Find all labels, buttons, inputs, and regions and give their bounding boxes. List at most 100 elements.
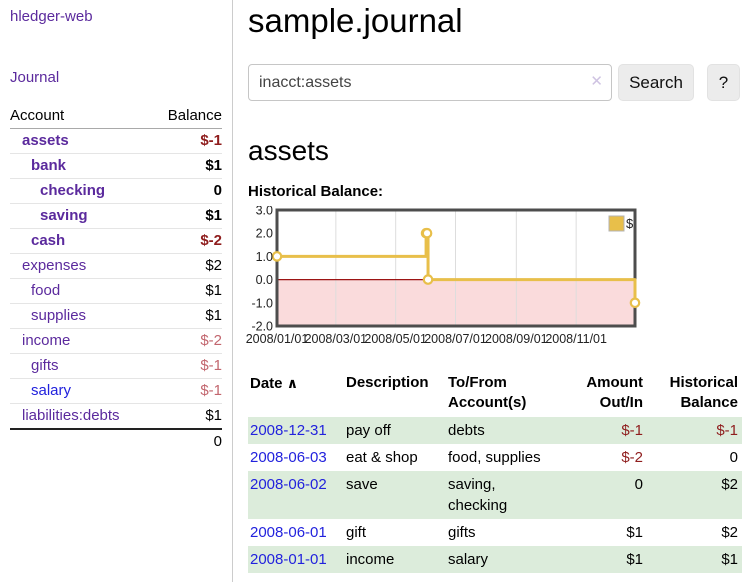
sort-ascending-icon: ∧ [286, 375, 299, 391]
account-row-assets: assets $-1 [10, 128, 222, 154]
transaction-amount: $-1 [552, 417, 647, 444]
transaction-amount: $1 [552, 546, 647, 573]
chart-title: Historical Balance: [248, 183, 384, 200]
accounts-header-balance: Balance [151, 106, 222, 129]
account-link-saving[interactable]: saving [40, 207, 88, 224]
svg-text:2.0: 2.0 [256, 227, 273, 241]
register-row: 2008-01-01 income salary $1 $1 [248, 546, 742, 573]
account-link-bank[interactable]: bank [31, 157, 67, 174]
date-header-label: Date [250, 375, 283, 392]
account-balance: $-2 [151, 228, 222, 254]
register-row: 2008-06-03 eat & shop food, supplies $-2… [248, 444, 742, 471]
transaction-accounts: debts [446, 417, 552, 444]
account-row-liabilities-debts: liabilities:debts $1 [10, 403, 222, 430]
legend-swatch-icon [608, 215, 625, 232]
search-form: ✕ Search ? [248, 64, 742, 101]
accounts-total-row: 0 [10, 428, 222, 454]
register-row: 2008-12-31 pay off debts $-1 $-1 [248, 417, 742, 444]
account-row-cash: cash $-2 [10, 228, 222, 254]
transaction-description: gift [346, 524, 367, 541]
help-button[interactable]: ? [707, 64, 740, 101]
svg-text:-2.0: -2.0 [251, 320, 273, 334]
chart-border [275, 208, 637, 328]
register-header-description: Description [346, 374, 429, 391]
transaction-amount: $-2 [621, 449, 643, 466]
sidebar-item-journal[interactable]: Journal [10, 69, 60, 86]
accounts-total-value: 0 [151, 428, 222, 454]
account-link-supplies[interactable]: supplies [31, 307, 87, 324]
accounts-header-account: Account [10, 106, 152, 129]
account-link-salary[interactable]: salary [31, 382, 72, 399]
search-input[interactable] [248, 64, 612, 101]
svg-text:2008/07/01: 2008/07/01 [424, 332, 487, 346]
register-header-date[interactable]: Date ∧ [248, 371, 344, 417]
transaction-accounts: saving, checking [446, 471, 552, 519]
account-balance: $1 [151, 278, 222, 304]
transaction-balance: 0 [729, 449, 738, 466]
transaction-date-link[interactable]: 2008-06-01 [250, 524, 327, 541]
svg-text:2008/05/01: 2008/05/01 [364, 332, 427, 346]
historical-balance-chart: 3.0 2.0 1.0 0.0 -1.0 -2.0 2008/01/01 2008/03/01… [242, 204, 742, 355]
legend-label: $ [626, 216, 634, 231]
transaction-accounts: food, supplies [448, 449, 541, 466]
svg-text:3.0: 3.0 [256, 206, 273, 218]
chart-svg: 3.0 2.0 1.0 0.0 -1.0 -2.02008/01/012008/03/01… [246, 204, 641, 346]
svg-text:2008/01/01: 2008/01/01 [246, 332, 309, 346]
main-content: sample.journal ✕ Search ? assets Histori… [246, 0, 742, 573]
search-button[interactable]: Search [618, 64, 694, 101]
account-balance: $-1 [151, 128, 222, 154]
account-balance: $-1 [151, 353, 222, 379]
svg-text:1.0: 1.0 [256, 250, 273, 264]
account-link-income[interactable]: income [22, 332, 71, 349]
transaction-amount: 0 [552, 471, 647, 519]
account-link-cash[interactable]: cash [31, 232, 66, 249]
register-row: 2008-06-01 gift gifts $1 $2 [248, 519, 742, 546]
accounts-table: Account Balance assets $-1 bank $1 check… [10, 106, 222, 454]
transaction-date-link[interactable]: 2008-06-03 [250, 449, 327, 466]
account-balance: $-2 [151, 328, 222, 354]
page-title: sample.journal [248, 2, 463, 39]
account-balance: $2 [151, 253, 222, 279]
account-balance: 0 [151, 178, 222, 204]
transaction-balance: $2 [721, 524, 738, 541]
svg-text:2008/11/01: 2008/11/01 [545, 332, 607, 346]
transaction-balance: $-1 [647, 417, 742, 444]
account-link-food[interactable]: food [31, 282, 61, 299]
svg-text:2008/03/01: 2008/03/01 [305, 332, 368, 346]
register-table: Date ∧ Description To/From Account(s) Am… [248, 371, 742, 573]
svg-text:2008/09/01: 2008/09/01 [485, 332, 548, 346]
app-brand-link[interactable]: hledger-web [10, 8, 93, 25]
transaction-date-link[interactable]: 2008-12-31 [250, 422, 327, 439]
account-row-income: income $-2 [10, 328, 222, 354]
account-balance: $1 [151, 203, 222, 229]
register-header-row: Date ∧ Description To/From Account(s) Am… [248, 371, 742, 417]
account-link-expenses[interactable]: expenses [22, 257, 87, 274]
transaction-date-link[interactable]: 2008-06-02 [250, 476, 327, 493]
sidebar: hledger-web Journal Account Balance asse… [0, 0, 233, 582]
transaction-accounts: gifts [448, 524, 476, 541]
account-row-supplies: supplies $1 [10, 303, 222, 329]
chart-legend: $ [608, 215, 634, 232]
account-row-salary: salary $-1 [10, 378, 222, 404]
account-link-assets[interactable]: assets [22, 132, 69, 149]
svg-text:0.0: 0.0 [256, 273, 273, 287]
clear-search-icon[interactable]: ✕ [590, 73, 603, 90]
account-link-checking[interactable]: checking [40, 182, 106, 199]
account-row-food: food $1 [10, 278, 222, 304]
account-row-expenses: expenses $2 [10, 253, 222, 279]
account-row-saving: saving $1 [10, 203, 222, 229]
transaction-accounts: salary [446, 546, 552, 573]
register-header-accounts: To/From Account(s) [448, 374, 527, 411]
transaction-description: eat & shop [346, 449, 418, 466]
transaction-description: save [344, 471, 446, 519]
register-header-balance: Historical Balance [669, 374, 738, 411]
register-row: 2008-06-02 save saving, checking 0 $2 [248, 471, 742, 519]
transaction-date-link[interactable]: 2008-01-01 [250, 551, 327, 568]
account-link-gifts[interactable]: gifts [31, 357, 59, 374]
account-row-bank: bank $1 [10, 153, 222, 179]
transaction-description: pay off [344, 417, 446, 444]
register-header-amount: Amount Out/In [586, 374, 643, 411]
transaction-amount: $1 [626, 524, 643, 541]
register-account-heading: assets [248, 135, 329, 166]
account-link-liabilities-debts[interactable]: liabilities:debts [22, 407, 120, 424]
